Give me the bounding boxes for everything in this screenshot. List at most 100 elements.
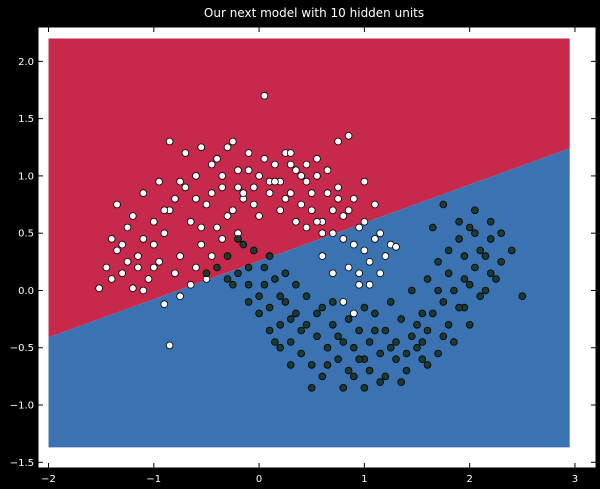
data-point-class-0 bbox=[339, 212, 348, 220]
data-point-class-1 bbox=[476, 292, 485, 301]
data-point-class-0 bbox=[229, 137, 237, 146]
data-point-class-1 bbox=[344, 315, 353, 323]
data-point-class-0 bbox=[328, 206, 337, 215]
data-point-class-0 bbox=[134, 252, 142, 260]
data-points bbox=[95, 91, 527, 392]
data-point-class-1 bbox=[292, 280, 300, 289]
data-point-class-1 bbox=[471, 206, 479, 215]
data-point-class-0 bbox=[250, 183, 258, 192]
data-point-class-1 bbox=[234, 235, 242, 243]
data-point-class-0 bbox=[207, 189, 216, 197]
data-point-class-1 bbox=[223, 252, 232, 260]
data-point-class-0 bbox=[307, 189, 316, 197]
data-point-class-1 bbox=[365, 366, 374, 375]
y-tick-label: 0.5 bbox=[18, 229, 34, 240]
data-point-class-1 bbox=[223, 275, 232, 283]
data-point-class-1 bbox=[418, 309, 427, 318]
data-point-class-1 bbox=[365, 338, 374, 346]
data-point-class-0 bbox=[150, 217, 158, 226]
data-point-class-0 bbox=[328, 229, 337, 238]
data-point-class-1 bbox=[497, 229, 506, 238]
data-point-class-1 bbox=[465, 320, 474, 329]
data-point-class-1 bbox=[397, 315, 406, 323]
data-point-class-1 bbox=[476, 246, 485, 255]
data-point-class-1 bbox=[286, 315, 295, 323]
data-point-class-0 bbox=[297, 200, 306, 209]
data-point-class-0 bbox=[155, 177, 163, 186]
data-point-class-0 bbox=[271, 160, 279, 169]
data-point-class-1 bbox=[265, 303, 274, 312]
data-point-class-1 bbox=[360, 383, 369, 392]
x-tick-label: −1 bbox=[146, 474, 161, 485]
data-point-class-0 bbox=[392, 243, 400, 251]
data-point-class-0 bbox=[118, 269, 126, 278]
data-point-class-1 bbox=[481, 252, 490, 260]
data-point-class-1 bbox=[323, 361, 332, 369]
data-point-class-0 bbox=[339, 235, 348, 243]
data-point-class-0 bbox=[197, 240, 206, 249]
data-point-class-0 bbox=[123, 223, 132, 232]
data-point-class-0 bbox=[123, 257, 132, 266]
data-point-class-1 bbox=[423, 361, 432, 369]
data-point-class-1 bbox=[450, 286, 458, 295]
data-point-class-0 bbox=[160, 300, 169, 309]
data-point-class-1 bbox=[255, 309, 263, 318]
data-point-class-0 bbox=[318, 252, 327, 260]
data-point-class-0 bbox=[292, 166, 300, 175]
data-point-class-1 bbox=[434, 286, 442, 295]
data-point-class-1 bbox=[313, 309, 321, 318]
data-point-class-0 bbox=[134, 263, 142, 272]
data-point-class-0 bbox=[107, 275, 116, 283]
data-point-class-0 bbox=[302, 160, 311, 169]
data-point-class-0 bbox=[244, 149, 253, 157]
data-point-class-1 bbox=[413, 343, 421, 352]
data-point-class-0 bbox=[323, 189, 332, 197]
data-point-class-1 bbox=[381, 326, 390, 335]
data-point-class-0 bbox=[365, 257, 374, 266]
data-point-class-0 bbox=[334, 137, 342, 146]
data-point-class-0 bbox=[229, 206, 237, 215]
data-point-class-1 bbox=[460, 275, 469, 283]
data-point-class-1 bbox=[202, 269, 211, 278]
data-point-class-1 bbox=[465, 280, 474, 289]
data-point-class-1 bbox=[318, 303, 327, 312]
data-point-class-0 bbox=[150, 240, 158, 249]
data-point-class-1 bbox=[271, 275, 279, 283]
data-point-class-0 bbox=[355, 269, 363, 278]
data-point-class-0 bbox=[376, 269, 385, 278]
data-point-class-1 bbox=[507, 246, 516, 255]
data-point-class-0 bbox=[302, 223, 311, 232]
data-point-class-0 bbox=[176, 292, 184, 301]
data-point-class-1 bbox=[286, 338, 295, 346]
data-point-class-1 bbox=[428, 223, 437, 232]
data-point-class-1 bbox=[418, 355, 427, 364]
data-point-class-1 bbox=[455, 303, 463, 312]
data-point-class-1 bbox=[486, 235, 495, 243]
data-point-class-0 bbox=[328, 269, 337, 278]
data-point-class-1 bbox=[381, 372, 390, 381]
data-point-class-0 bbox=[334, 183, 342, 192]
data-point-class-0 bbox=[213, 154, 221, 163]
data-point-class-0 bbox=[344, 206, 353, 215]
y-tick-label: 0.0 bbox=[18, 286, 34, 297]
data-point-class-0 bbox=[181, 149, 190, 157]
data-point-class-0 bbox=[286, 149, 295, 157]
data-point-class-1 bbox=[492, 275, 500, 283]
data-point-class-0 bbox=[218, 172, 227, 180]
data-point-class-0 bbox=[339, 298, 348, 306]
data-point-class-1 bbox=[344, 366, 353, 375]
data-point-class-1 bbox=[339, 338, 348, 346]
x-tick-label: 0 bbox=[256, 474, 262, 485]
data-point-class-0 bbox=[302, 177, 311, 186]
data-point-class-0 bbox=[197, 143, 206, 152]
data-point-class-0 bbox=[165, 137, 174, 146]
data-point-class-0 bbox=[360, 177, 369, 186]
data-point-class-1 bbox=[439, 200, 448, 209]
data-point-class-1 bbox=[486, 217, 495, 226]
data-point-class-0 bbox=[160, 206, 169, 215]
data-point-class-1 bbox=[386, 298, 395, 306]
data-point-class-1 bbox=[313, 332, 321, 341]
data-point-class-0 bbox=[139, 235, 148, 243]
data-point-class-1 bbox=[471, 229, 479, 238]
